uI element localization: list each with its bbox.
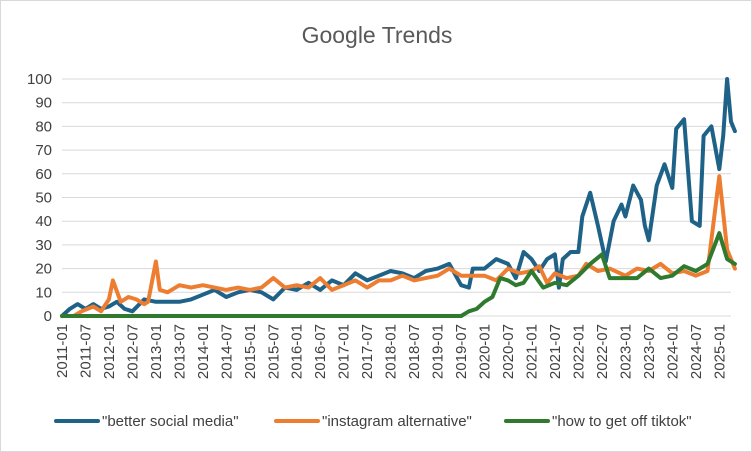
x-tick-label: 2024-01 xyxy=(664,324,681,379)
x-tick-label: 2013-01 xyxy=(148,324,165,379)
gridlines xyxy=(62,78,731,317)
x-tick-label: 2025-01 xyxy=(711,324,728,379)
x-tick-label: 2015-07 xyxy=(265,324,282,379)
x-tick-label: 2021-07 xyxy=(547,324,564,379)
series-line-1 xyxy=(60,77,737,318)
x-tick-label: 2019-01 xyxy=(430,324,447,379)
x-tick-label: 2014-01 xyxy=(195,324,212,379)
x-tick-label: 2016-07 xyxy=(312,324,329,379)
series-line-3 xyxy=(60,231,737,318)
y-axis-ticks: 0 10 20 30 40 50 60 70 80 90 100 xyxy=(27,71,52,325)
x-tick-label: 2011-01 xyxy=(54,324,71,378)
x-axis-ticks: 2011-01 2011-07 2012-01 2012-07 2013-01 2013-… xyxy=(54,324,728,379)
x-tick-label: 2017-07 xyxy=(359,324,376,379)
x-tick-label: 2023-07 xyxy=(641,324,658,379)
y-tick-label: 10 xyxy=(35,284,52,301)
y-tick-label: 80 xyxy=(35,118,52,135)
x-tick-label: 2012-01 xyxy=(101,324,118,379)
x-tick-label: 2024-07 xyxy=(688,324,705,379)
y-tick-label: 100 xyxy=(27,71,52,88)
y-tick-label: 20 xyxy=(35,261,52,278)
y-tick-label: 40 xyxy=(35,213,52,230)
x-tick-label: 2023-01 xyxy=(617,324,634,379)
x-tick-label: 2021-01 xyxy=(523,324,540,379)
x-tick-label: 2015-01 xyxy=(242,324,259,379)
y-tick-label: 30 xyxy=(35,237,52,254)
series-lines xyxy=(60,77,737,318)
y-tick-label: 70 xyxy=(35,142,52,159)
x-tick-label: 2014-07 xyxy=(218,324,235,379)
x-tick-label: 2013-07 xyxy=(171,324,188,379)
x-tick-label: 2017-01 xyxy=(336,324,353,379)
x-tick-label: 2020-07 xyxy=(500,324,517,379)
y-tick-label: 60 xyxy=(35,166,52,183)
y-tick-label: 0 xyxy=(44,308,52,325)
y-tick-label: 90 xyxy=(35,95,52,112)
x-tick-label: 2018-01 xyxy=(383,324,400,379)
y-tick-label: 50 xyxy=(35,190,52,207)
legend-label: "how to get off tiktok" xyxy=(552,413,692,430)
x-tick-label: 2020-01 xyxy=(477,324,494,379)
x-tick-label: 2012-07 xyxy=(124,324,141,379)
x-tick-label: 2011-07 xyxy=(77,324,94,378)
x-tick-label: 2018-07 xyxy=(406,324,423,379)
x-tick-label: 2022-07 xyxy=(594,324,611,379)
series-line-2 xyxy=(60,174,737,318)
x-tick-label: 2016-01 xyxy=(289,324,306,379)
x-tick-label: 2022-01 xyxy=(570,324,587,379)
x-tick-label: 2019-07 xyxy=(453,324,470,379)
legend-label: "instagram alternative" xyxy=(322,413,472,430)
legend: "better social media" "instagram alternat… xyxy=(54,413,692,430)
legend-label: "better social media" xyxy=(102,413,239,430)
chart-title: Google Trends xyxy=(302,22,453,48)
